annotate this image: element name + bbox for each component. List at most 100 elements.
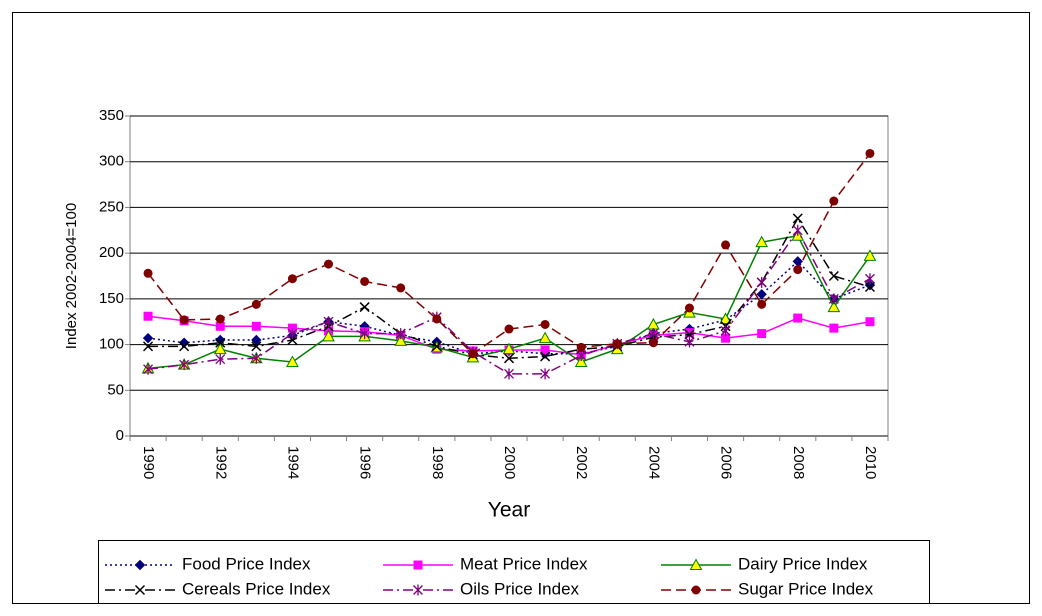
marker <box>612 339 622 349</box>
marker <box>793 313 803 323</box>
marker <box>757 329 767 339</box>
marker <box>540 319 550 329</box>
marker <box>143 363 154 375</box>
marker <box>684 303 694 313</box>
marker <box>179 341 190 352</box>
marker <box>720 325 731 337</box>
legend-label: Sugar Price Index <box>738 579 874 598</box>
series-line <box>147 260 871 355</box>
marker <box>324 259 334 269</box>
x-tick-label: 1998 <box>429 446 446 479</box>
marker <box>179 359 190 371</box>
marker <box>251 352 262 364</box>
y-tick-label: 200 <box>99 244 124 261</box>
marker <box>213 342 227 355</box>
marker <box>755 235 769 248</box>
marker <box>432 314 442 324</box>
marker <box>827 300 841 313</box>
y-tick-label: 0 <box>116 427 124 444</box>
y-tick-label: 150 <box>99 290 124 307</box>
marker <box>684 329 695 340</box>
x-tick-label: 2004 <box>645 446 662 479</box>
marker <box>793 265 803 275</box>
legend <box>98 540 930 604</box>
marker <box>540 351 551 362</box>
marker <box>396 283 406 293</box>
marker <box>286 355 299 367</box>
marker <box>828 270 839 282</box>
y-tick-label: 100 <box>99 336 124 353</box>
x-tick-label: 2006 <box>718 446 735 479</box>
legend-label: Dairy Price Index <box>738 554 868 573</box>
marker <box>215 314 225 324</box>
marker <box>251 321 261 331</box>
marker <box>215 337 226 348</box>
marker <box>689 558 703 570</box>
marker <box>215 353 226 365</box>
marker <box>413 560 423 570</box>
marker <box>540 345 550 355</box>
marker <box>502 342 516 355</box>
marker <box>504 324 514 334</box>
marker <box>143 268 153 278</box>
marker <box>864 273 875 285</box>
marker <box>142 332 154 344</box>
x-tick-label: 1990 <box>140 446 157 479</box>
marker <box>251 334 262 346</box>
marker <box>143 341 154 352</box>
x-tick-label: 2002 <box>573 446 590 479</box>
y-tick-label: 50 <box>107 381 124 398</box>
y-tick-label: 300 <box>99 153 124 170</box>
marker <box>648 328 659 340</box>
x-tick-label: 2010 <box>862 446 879 479</box>
x-tick-label: 2008 <box>790 446 807 479</box>
marker <box>574 355 588 367</box>
marker <box>394 334 408 346</box>
marker <box>684 328 694 338</box>
x-tick-label: 1996 <box>357 446 374 479</box>
marker <box>576 350 587 362</box>
marker <box>648 338 658 348</box>
marker <box>395 328 406 340</box>
marker <box>863 249 877 261</box>
marker <box>287 328 298 340</box>
marker <box>756 289 767 300</box>
y-tick-label: 250 <box>99 198 124 215</box>
marker <box>360 276 370 286</box>
marker <box>576 342 586 352</box>
marker <box>179 315 189 325</box>
legend-label: Cereals Price Index <box>182 579 331 598</box>
plot-area <box>129 115 889 437</box>
x-tick-label: 1992 <box>212 446 229 479</box>
marker <box>431 341 442 352</box>
legend-label: Meat Price Index <box>460 554 588 573</box>
marker <box>721 240 731 250</box>
marker <box>287 274 297 284</box>
x-axis-title: Year <box>488 499 530 522</box>
marker <box>792 224 803 236</box>
marker <box>828 293 839 305</box>
marker <box>691 585 701 595</box>
marker <box>359 328 370 340</box>
marker <box>684 336 695 348</box>
marker <box>468 349 478 359</box>
marker <box>323 316 334 328</box>
marker <box>503 353 515 364</box>
marker <box>721 333 731 343</box>
marker <box>504 368 514 380</box>
legend-label: Oils Price Index <box>460 579 580 598</box>
marker <box>865 148 875 158</box>
y-axis-title: Index 2002-2004=100 <box>63 203 80 349</box>
marker <box>134 559 146 571</box>
series-line <box>147 228 871 375</box>
marker <box>756 276 767 288</box>
marker <box>829 196 839 206</box>
marker <box>251 299 261 309</box>
x-tick-label: 2000 <box>501 446 518 479</box>
y-tick-label: 350 <box>99 107 124 124</box>
marker <box>540 368 551 380</box>
marker <box>757 299 767 309</box>
x-tick-label: 1994 <box>284 446 301 479</box>
marker <box>865 317 875 327</box>
